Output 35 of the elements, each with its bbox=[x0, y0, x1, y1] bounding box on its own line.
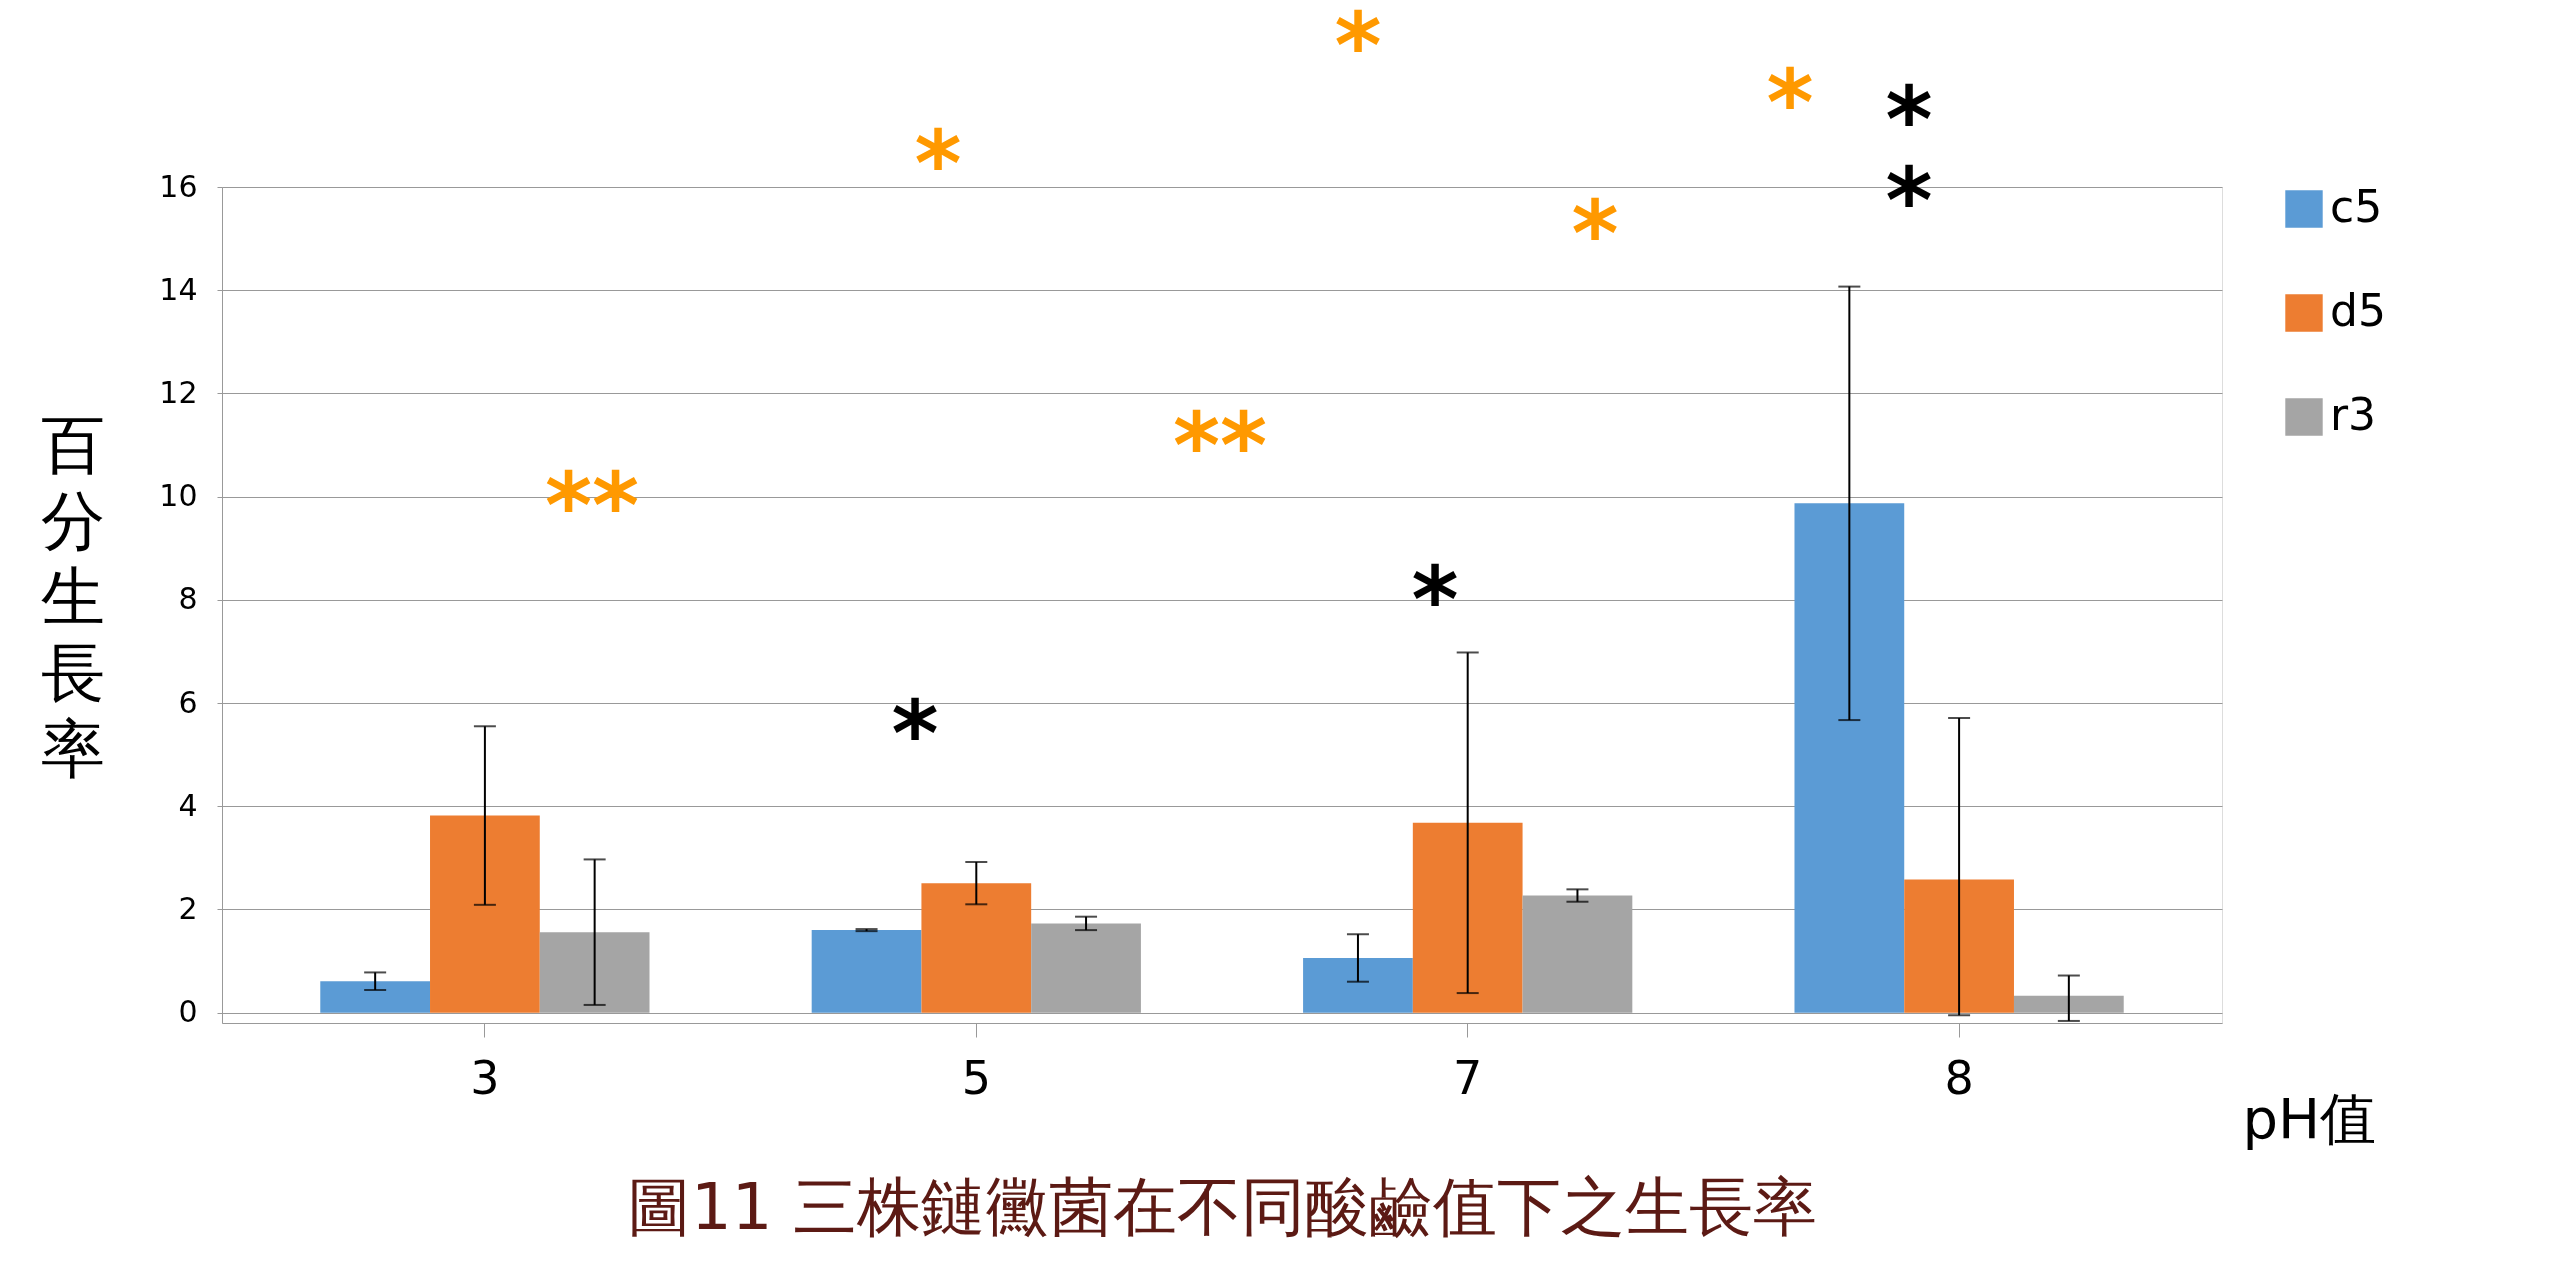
bar bbox=[1303, 957, 1413, 1013]
y-tick-label: 2 bbox=[178, 890, 198, 926]
y-tick-label: 4 bbox=[178, 787, 198, 823]
bar bbox=[320, 981, 431, 1013]
y-tick-label: 8 bbox=[178, 581, 198, 617]
x-tick-label: 7 bbox=[1453, 1050, 1483, 1105]
text: * bbox=[1334, 0, 1382, 98]
bar bbox=[1904, 879, 2014, 1013]
bar bbox=[1794, 503, 1905, 1013]
bar bbox=[921, 883, 1032, 1013]
bar bbox=[811, 930, 922, 1013]
bar bbox=[430, 815, 540, 1013]
x-tick-label: 3 bbox=[470, 1050, 500, 1105]
y-tick-label: 14 bbox=[159, 271, 198, 307]
legend-label: r3 bbox=[2330, 389, 2377, 440]
y-tick-label: 6 bbox=[178, 684, 198, 720]
annotation: * bbox=[891, 681, 939, 786]
annotation: * bbox=[914, 111, 962, 216]
text: * bbox=[1766, 50, 1814, 155]
annotation: * bbox=[1411, 547, 1459, 652]
annotation: ** bbox=[544, 453, 640, 558]
annotation: ** bbox=[1172, 393, 1268, 498]
x-axis-title: pH值 bbox=[2242, 1085, 2377, 1151]
text: 圖11 三株鏈黴菌在不同酸鹼值下之生長率 bbox=[627, 1170, 1817, 1244]
y-tick-label: 12 bbox=[159, 374, 198, 410]
annotation: * bbox=[1571, 181, 1619, 286]
y-tick-label: 10 bbox=[159, 478, 198, 514]
legend-label: d5 bbox=[2330, 285, 2386, 336]
y-axis-title: 百分生長率 bbox=[40, 407, 105, 786]
x-tick-label: 8 bbox=[1944, 1050, 1974, 1105]
bar bbox=[1412, 822, 1523, 1013]
y-tick-label: 0 bbox=[178, 994, 198, 1030]
x-tick-label: 5 bbox=[961, 1050, 991, 1105]
y-tick-label: 16 bbox=[159, 168, 198, 204]
legend-label: c5 bbox=[2330, 181, 2383, 232]
